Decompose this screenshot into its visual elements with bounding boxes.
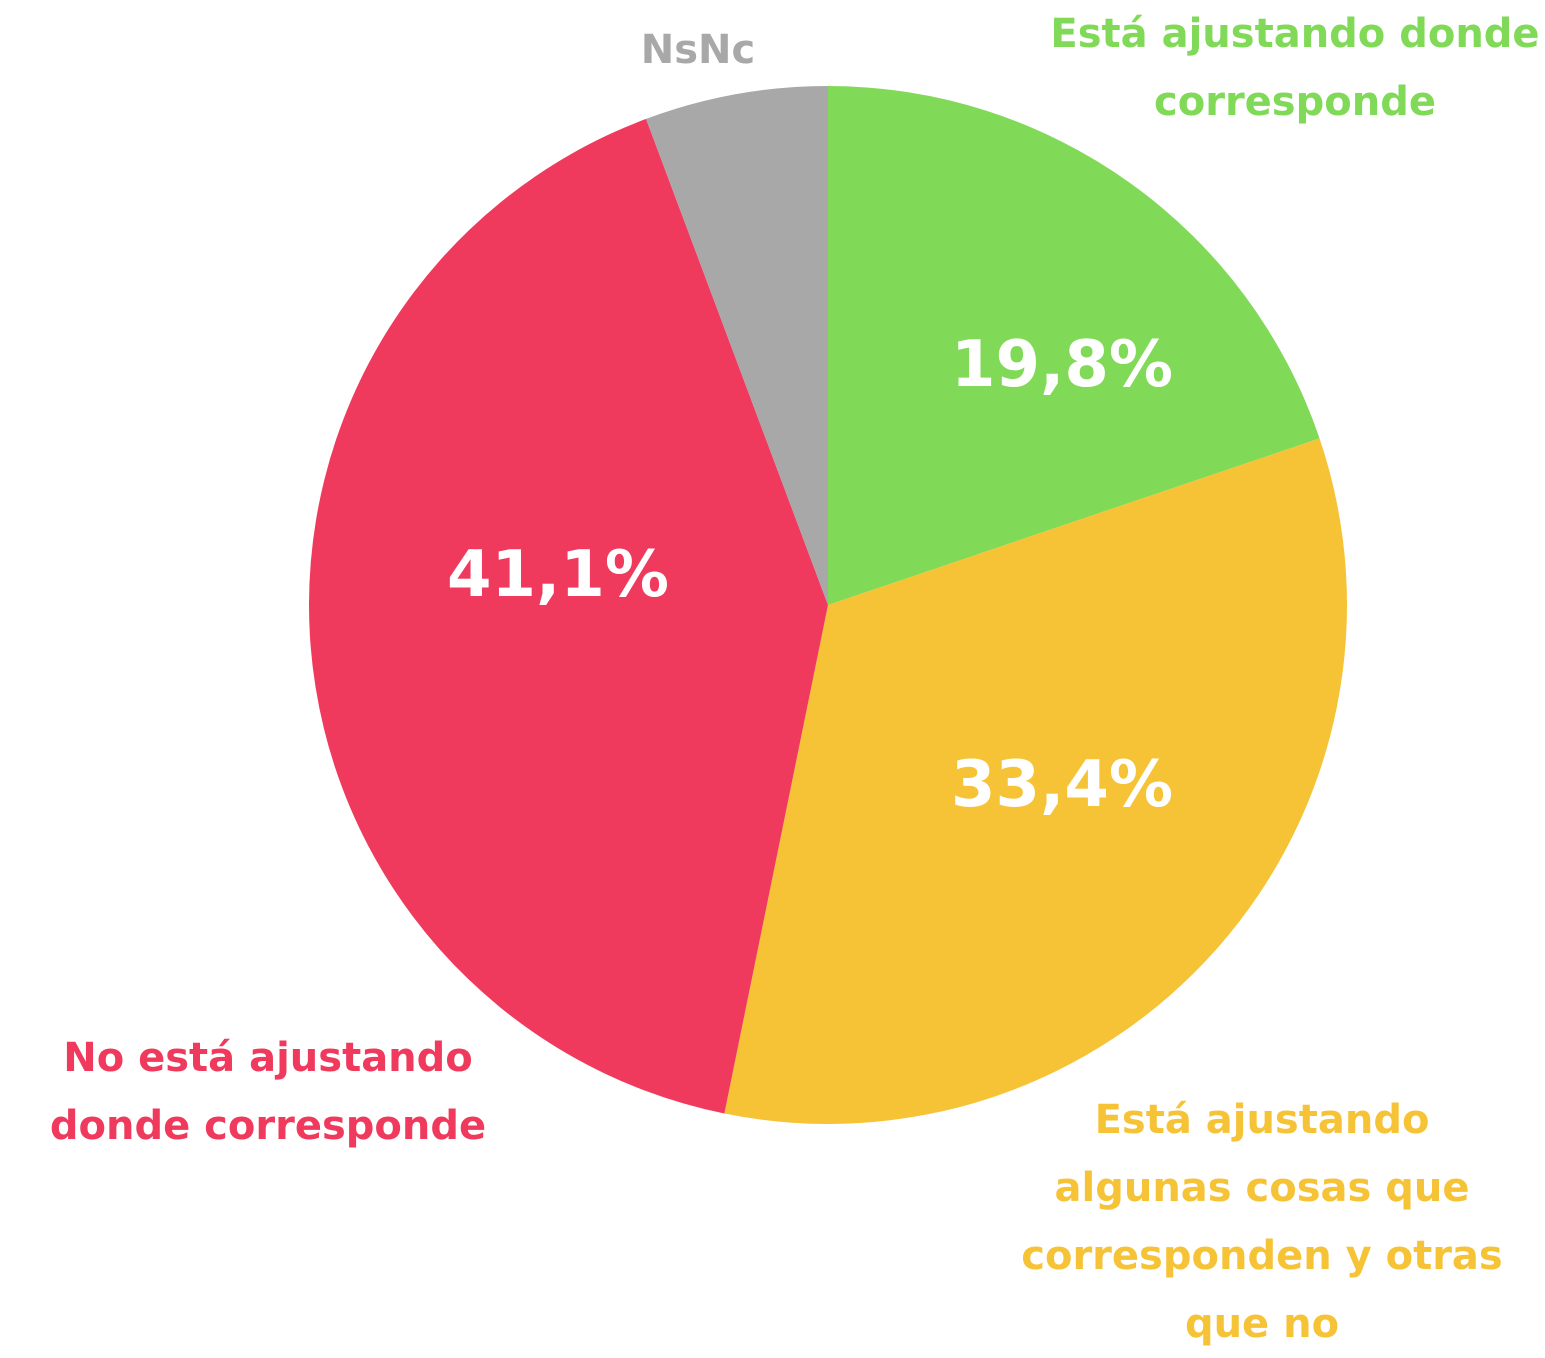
slice-label: Está ajustando algunas cosas que corresp…: [1021, 1097, 1503, 1347]
slice-label: No está ajustando donde corresponde: [49, 1035, 487, 1149]
pie-slice: [646, 86, 828, 605]
pie-slice: [309, 118, 828, 1114]
pie-slice: [724, 438, 1348, 1125]
slice-label: NsNc: [640, 27, 756, 73]
value-label: 33,4%: [950, 748, 1174, 822]
slice-label: Está ajustando donde corresponde: [1050, 11, 1540, 125]
pie-slice: [828, 86, 1320, 605]
value-label: 19,8%: [950, 328, 1174, 402]
value-label: 41,1%: [446, 538, 670, 612]
